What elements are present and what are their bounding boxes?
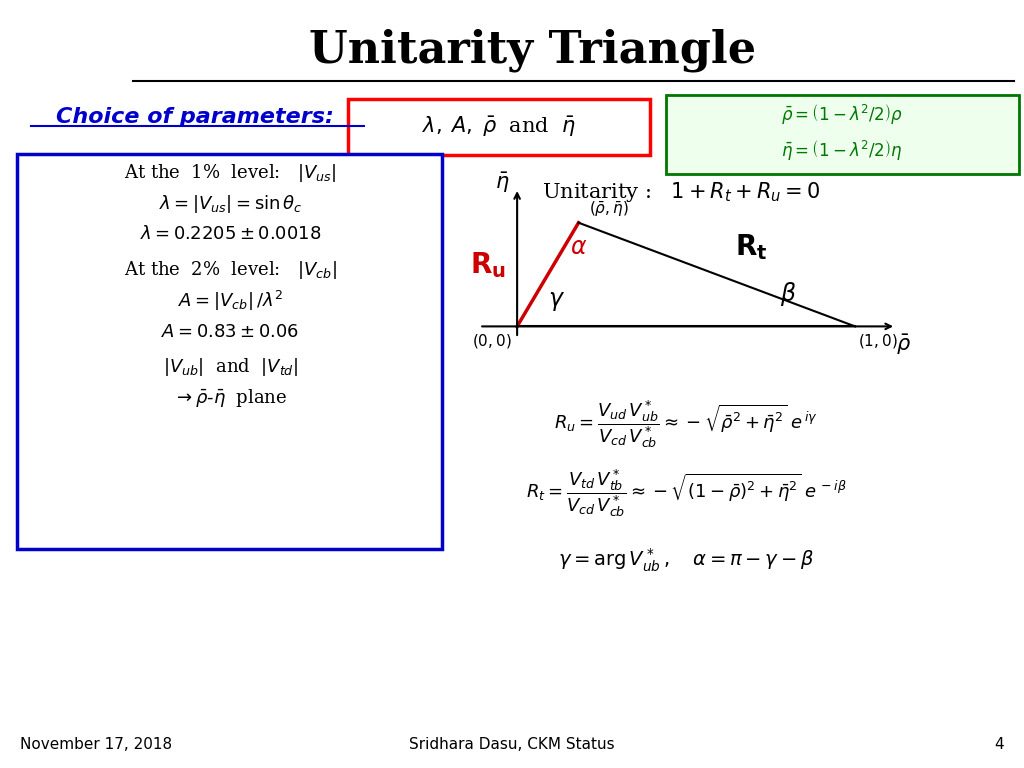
Text: November 17, 2018: November 17, 2018 <box>20 737 173 753</box>
Text: $\mathbf{R_u}$: $\mathbf{R_u}$ <box>470 250 506 280</box>
Text: $\beta$: $\beta$ <box>780 280 797 308</box>
Text: $\lambda,\; A,\; \bar{\rho}$  and  $\bar{\eta}$: $\lambda,\; A,\; \bar{\rho}$ and $\bar{\… <box>422 114 575 139</box>
Text: $R_u = \dfrac{V_{ud}\,V_{ub}^*}{V_{cd}\,V_{cb}^*} \approx -\sqrt{\bar{\rho}^2 + : $R_u = \dfrac{V_{ud}\,V_{ub}^*}{V_{cd}\,… <box>554 398 818 450</box>
Text: $A = |V_{cb}|\,/\lambda^2$: $A = |V_{cb}|\,/\lambda^2$ <box>178 289 283 313</box>
Text: At the  1%  level:   $|V_{us}|$: At the 1% level: $|V_{us}|$ <box>124 162 337 184</box>
Text: $\lambda = 0.2205 \pm 0.0018$: $\lambda = 0.2205 \pm 0.0018$ <box>139 225 322 243</box>
Text: $R_t = \dfrac{V_{td}\,V_{tb}^*}{V_{cd}\,V_{cb}^*} \approx -\sqrt{(1-\bar{\rho})^: $R_t = \dfrac{V_{td}\,V_{tb}^*}{V_{cd}\,… <box>525 467 847 519</box>
Text: $(\bar{\rho},\bar{\eta})$: $(\bar{\rho},\bar{\eta})$ <box>589 200 629 219</box>
Text: $\gamma = \arg V_{ub}^*\,,\quad \alpha = \pi - \gamma - \beta$: $\gamma = \arg V_{ub}^*\,,\quad \alpha =… <box>558 547 814 574</box>
FancyBboxPatch shape <box>666 95 1019 174</box>
Text: $A = 0.83 \pm 0.06$: $A = 0.83 \pm 0.06$ <box>162 323 299 341</box>
Text: $|V_{ub}|$  and  $|V_{td}|$: $|V_{ub}|$ and $|V_{td}|$ <box>163 356 298 378</box>
Text: $\bar{\rho} = \left(1 - \lambda^2/2\right)\rho$: $\bar{\rho} = \left(1 - \lambda^2/2\righ… <box>780 103 903 127</box>
Text: $\gamma$: $\gamma$ <box>548 290 565 313</box>
Text: $\bar{\eta}$: $\bar{\eta}$ <box>496 170 510 195</box>
Text: $\lambda = |V_{us}| = \sin\theta_c$: $\lambda = |V_{us}| = \sin\theta_c$ <box>159 193 302 214</box>
Text: Unitarity Triangle: Unitarity Triangle <box>309 28 756 71</box>
Text: Choice of parameters:: Choice of parameters: <box>55 107 334 127</box>
Text: $\bar{\eta} = \left(1 - \lambda^2/2\right)\eta$: $\bar{\eta} = \left(1 - \lambda^2/2\righ… <box>781 139 902 164</box>
Text: Sridhara Dasu, CKM Status: Sridhara Dasu, CKM Status <box>410 737 614 753</box>
Text: $\rightarrow \bar{\rho}\text{-}\bar{\eta}$  plane: $\rightarrow \bar{\rho}\text{-}\bar{\eta… <box>173 387 288 409</box>
Text: $(0,0)$: $(0,0)$ <box>472 332 512 349</box>
Text: $\alpha$: $\alpha$ <box>570 236 587 259</box>
Text: $\mathbf{R_t}$: $\mathbf{R_t}$ <box>735 233 768 262</box>
Text: $(1,0)$: $(1,0)$ <box>858 332 898 349</box>
FancyBboxPatch shape <box>348 99 650 155</box>
Text: Unitarity :   $1 + R_t + R_u = 0$: Unitarity : $1 + R_t + R_u = 0$ <box>542 180 820 204</box>
Text: At the  2%  level:   $|V_{cb}|$: At the 2% level: $|V_{cb}|$ <box>124 260 337 281</box>
Text: $\bar{\rho}$: $\bar{\rho}$ <box>896 333 910 357</box>
FancyBboxPatch shape <box>17 154 442 549</box>
Text: 4: 4 <box>994 737 1004 753</box>
